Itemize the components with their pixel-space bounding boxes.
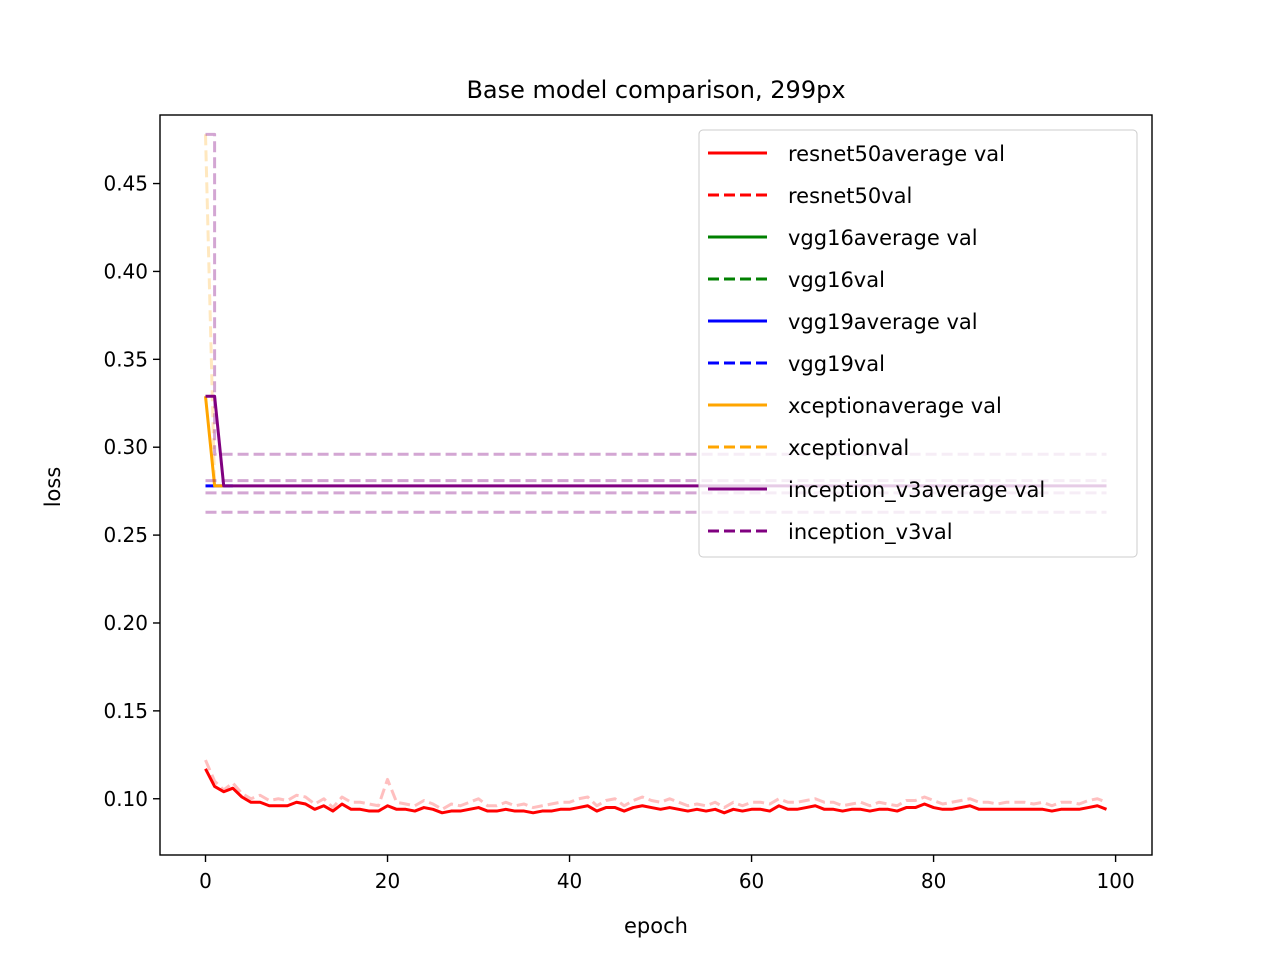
series-line-resnet50val [204, 759, 1108, 811]
x-tick-label: 40 [557, 869, 582, 893]
legend: resnet50average val resnet50val vgg16avera… [698, 129, 1138, 558]
y-tick-label: 0.10 [103, 787, 148, 811]
y-tick-label: 0.15 [103, 699, 148, 723]
y-tick-label: 0.35 [103, 347, 148, 371]
y-tick-label: 0.20 [103, 611, 148, 635]
x-axis-label: epoch [624, 914, 688, 938]
legend-label: inception_v3average val [788, 478, 1045, 503]
x-axis: 0 20 40 60 80 100 [199, 855, 1135, 893]
x-tick-label: 80 [921, 869, 946, 893]
legend-label: resnet50val [788, 184, 912, 208]
y-tick-label: 0.25 [103, 523, 148, 547]
y-axis: 0.10 0.15 0.20 0.25 0.30 0.35 0.40 0.45 [103, 172, 160, 811]
y-axis-label: loss [41, 467, 65, 508]
x-tick-label: 20 [375, 869, 400, 893]
series-line-xceptionval [204, 134, 224, 488]
legend-label: xceptionval [788, 436, 909, 460]
legend-label: vgg19average val [788, 310, 978, 334]
chart-title: Base model comparison, 299px [466, 76, 845, 104]
x-tick-label: 100 [1097, 869, 1135, 893]
series-line-xceptionaverage-val [204, 396, 224, 488]
x-tick-label: 0 [199, 869, 212, 893]
legend-label: inception_v3val [788, 520, 953, 545]
series-line-resnet50average-val [204, 768, 1108, 815]
y-tick-label: 0.45 [103, 172, 148, 196]
x-tick-label: 60 [739, 869, 764, 893]
plot-frame [159, 114, 1153, 856]
y-tick-label: 0.30 [103, 435, 148, 459]
legend-box [698, 129, 1138, 558]
y-tick-label: 0.40 [103, 259, 148, 283]
legend-label: vgg16val [788, 268, 885, 292]
legend-label: xceptionaverage val [788, 394, 1002, 418]
legend-label: resnet50average val [788, 142, 1005, 166]
legend-label: vgg16average val [788, 226, 978, 250]
series-line-inception-v3val [205, 132, 1107, 456]
legend-label: vgg19val [788, 352, 885, 376]
